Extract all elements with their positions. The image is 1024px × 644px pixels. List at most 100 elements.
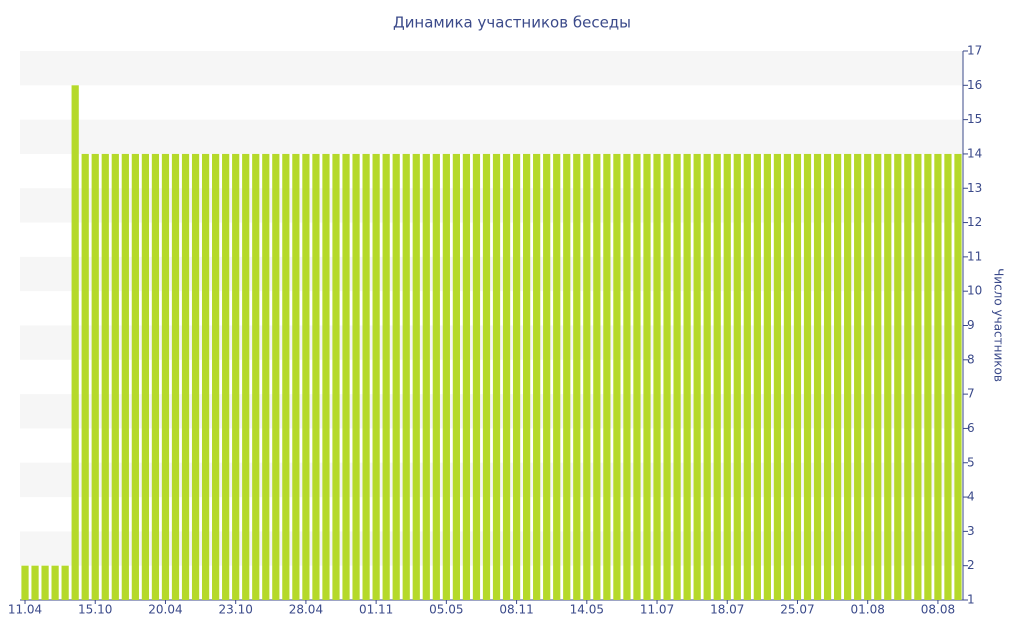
bar (492, 153, 501, 600)
bar (753, 153, 761, 600)
bar (41, 565, 49, 600)
bar (894, 153, 902, 600)
bar (282, 153, 290, 600)
y-tick-label: 1 (967, 593, 975, 607)
bar (131, 153, 139, 600)
bar (171, 153, 180, 600)
bar (763, 153, 771, 600)
bar (422, 153, 430, 600)
bar (81, 153, 89, 600)
bar (372, 153, 380, 600)
bar (533, 153, 541, 600)
y-tick-label: 17 (967, 44, 982, 58)
bar (793, 153, 802, 600)
bar (743, 153, 751, 600)
bar (854, 153, 862, 600)
bar (292, 153, 300, 600)
y-tick-label: 3 (967, 524, 975, 538)
bar (151, 153, 160, 600)
bar (884, 153, 892, 600)
bar (91, 153, 99, 600)
bar (161, 153, 170, 600)
bar (21, 565, 29, 600)
bar (191, 153, 200, 600)
bar (442, 153, 450, 600)
bar (262, 153, 270, 600)
x-tick-label: 05.05 (429, 603, 463, 617)
bar (61, 565, 69, 600)
y-tick-label: 13 (967, 181, 982, 195)
bar (563, 153, 571, 600)
grid-band (20, 531, 963, 566)
bar (673, 153, 681, 600)
bar (352, 153, 360, 600)
y-tick-label: 12 (967, 215, 982, 229)
bar (603, 153, 611, 600)
bar (623, 153, 631, 600)
bar (71, 85, 79, 600)
grid-band (20, 256, 963, 292)
bar (412, 153, 420, 600)
bar (773, 153, 782, 600)
bar (402, 153, 410, 600)
grid-band (20, 51, 963, 86)
bar (573, 153, 581, 600)
x-tick-label: 08.08 (921, 603, 955, 617)
x-tick-label: 20.04 (148, 603, 182, 617)
bar (141, 153, 150, 600)
y-tick-label: 6 (967, 421, 975, 435)
bar (823, 153, 832, 600)
x-tick-label: 18.07 (710, 603, 744, 617)
bar (472, 153, 481, 600)
x-tick-label: 11.07 (640, 603, 674, 617)
bar (382, 153, 390, 600)
bar (51, 565, 59, 600)
bar (553, 153, 561, 600)
bar (844, 153, 852, 600)
y-tick-label: 14 (967, 146, 982, 160)
x-tick-label: 28.04 (289, 603, 323, 617)
bar (512, 153, 521, 600)
bar (322, 153, 330, 600)
bar (643, 153, 651, 600)
bar (272, 153, 280, 600)
bar (523, 153, 531, 600)
bar (813, 153, 822, 600)
bar (242, 153, 250, 600)
bar (914, 153, 922, 600)
y-tick-label: 7 (967, 387, 975, 401)
bar (502, 153, 511, 600)
bar (783, 153, 792, 600)
y-tick-label: 4 (967, 490, 975, 504)
x-tick-label: 11.04 (8, 603, 42, 617)
bar (302, 153, 310, 600)
y-tick-label: 15 (967, 112, 982, 126)
bar (633, 153, 641, 600)
bar (653, 153, 661, 600)
bar (733, 153, 741, 600)
bar (613, 153, 621, 600)
grid-band (20, 462, 963, 498)
y-tick-label: 10 (967, 284, 982, 298)
bar (312, 153, 320, 600)
chart-title: Динамика участников беседы (393, 14, 631, 32)
bar (482, 153, 491, 600)
bar (392, 153, 400, 600)
x-tick-label: 25.07 (780, 603, 814, 617)
y-axis-label: Число участников (992, 268, 1006, 382)
y-tick-label: 9 (967, 318, 975, 332)
bar (222, 153, 230, 600)
bar (934, 153, 942, 600)
bar (362, 153, 370, 600)
bar (212, 153, 220, 600)
bar (954, 153, 962, 600)
bar (803, 153, 812, 600)
bar (683, 153, 691, 600)
grid-band (20, 119, 963, 154)
x-tick-label: 23.10 (219, 603, 253, 617)
y-tick-label: 16 (967, 78, 982, 92)
bar (874, 153, 882, 600)
bar (713, 153, 721, 600)
bar (181, 153, 190, 600)
